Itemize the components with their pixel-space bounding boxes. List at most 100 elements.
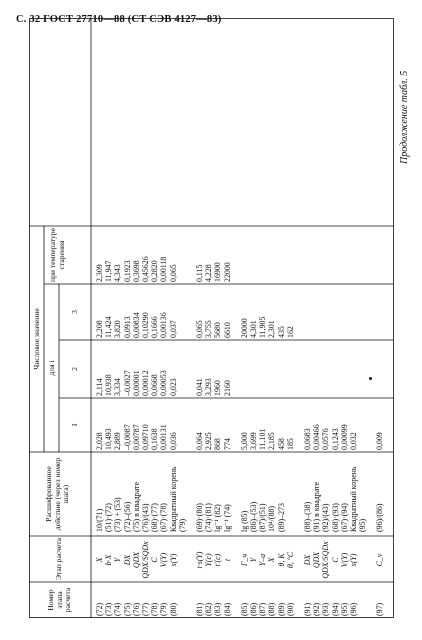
cell-v3: 2,301 [267,320,277,338]
cell-n: (82) [204,602,214,616]
cell-stage: Y–a [258,553,268,567]
cell-action: (89)–273 [276,503,286,532]
cell-stage: X [95,557,104,563]
cell-stage: Y(c) [204,553,214,567]
cell-action: (68)·(93) [330,503,340,532]
cell-action: 10/(71) [95,508,104,532]
cell-v3: 0,00834 [131,312,141,338]
cell-v2: 3,293 [204,378,214,396]
cell-action: (67)·(94) [339,503,349,532]
cell-v1: 2,889 [113,432,123,450]
cell-n: (88) [267,602,277,616]
cell-stage: t [222,558,232,562]
header-i3: 3 [70,310,79,314]
cell-v1: 0,00131 [159,424,169,450]
cell-n: (74) [113,602,123,616]
cell-n: (84) [222,602,232,616]
cell-v1: 5,000 [239,432,249,450]
cell-n: (90) [285,602,295,616]
cell-v3: 2,208 [95,320,104,338]
cell-action: (92)/(43) [321,503,331,532]
cell-stage: C [150,557,160,563]
cell-action: Квадратный корень (79) [168,466,187,532]
cell-action: (67)·(78) [159,503,169,532]
cell-v2: 0,0668 [150,374,160,396]
cell-action: (87)/(51) [258,503,268,532]
header-at-temp: при температуре старения [48,228,66,282]
cell-n: (78) [150,602,160,616]
cell-v2: 0,041 [195,378,204,396]
cell-action: (76)/(43) [141,503,150,532]
cell-v1: 0,1243 [330,428,340,450]
cell-action: (88)–(38) [303,501,312,532]
cell-v3: 0,00136 [159,312,169,338]
cell-stage: Y [249,557,258,563]
cell-v1: 185 [285,438,295,450]
cell-stage: θ, K [276,553,286,567]
cell-v2: –0,0027 [122,370,132,396]
header-action: Расшифрованное действие (через номер шаг… [44,457,70,531]
cell-stage: s(Y) [168,553,178,567]
cell-action: 10⁴/(88) [267,506,277,532]
cell-v1: 0,00466 [312,424,322,450]
cell-stage: QDX [131,551,141,569]
cell-t: 0,3698 [131,260,141,282]
header-for-i: для i [47,360,56,376]
cell-v2: 0,023 [168,378,178,396]
cell-n: (91) [303,602,312,616]
cell-v2: 2160 [222,380,232,396]
cell-v3: 11,424 [104,316,114,338]
cell-stage: C_v [375,553,385,567]
cell-v1: 0,00099 [339,424,349,450]
cell-v2: 1960 [213,380,223,396]
header-stage: Этап расчета [54,537,63,580]
cell-v1: 868 [213,438,223,450]
cell-action: lg (85) [239,510,249,532]
cell-n: (79) [159,602,169,616]
cell-stage: QDX/SQDx [321,541,331,579]
cell-t: 0,1923 [122,260,132,282]
cell-v1: 11,101 [258,428,268,450]
cell-action: Квадратный корень (95) [349,466,367,532]
cell-n: (75) [122,602,132,616]
cell-stage: X [267,557,277,563]
header-row-no: Номер этапа расчета [46,587,72,613]
cell-stage: C [330,557,340,563]
cell-n: (97) [375,602,385,616]
cell-action: (69)·(80) [195,503,204,532]
cell-v1: 0,09710 [141,424,150,450]
cell-v1: 0,1638 [150,428,160,450]
cell-t: 2,309 [95,264,104,282]
cell-n: (94) [330,602,340,616]
data-table: Номер этапа расчета Этап расчета Расшифр… [29,18,394,618]
cell-v1: 2,925 [204,432,214,450]
cell-stage: DX [122,554,132,566]
cell-v2: 0,00053 [159,370,169,396]
cell-v1: 0,036 [168,432,178,450]
cell-stage: V(Y) [159,552,169,568]
cell-stage: b·X [104,554,114,566]
cell-n: (89) [276,602,286,616]
cell-stage: θ, °C [285,551,295,569]
cell-n: (87) [258,602,268,616]
cell-v1: 10,493 [104,428,114,450]
cell-t: 16900 [213,262,223,282]
cell-n: (96) [349,602,358,616]
cell-stage: Y [113,557,123,563]
cell-v3: 0,065 [195,320,204,338]
header-i2: 2 [70,367,79,371]
cell-t: 0,065 [168,264,178,282]
cell-v1: 0,009 [375,432,385,450]
cell-action: (74)·(81) [204,503,214,532]
cell-t: 0,45626 [141,256,150,282]
page-header: С. 32 ГОСТ 27710—88 (СТ СЭВ 4127—83) [16,14,222,25]
cell-v3: 3,755 [204,320,214,338]
cell-stage: QDX [312,551,322,569]
cell-n: (83) [213,602,223,616]
cell-stage: s(Y) [349,553,358,567]
cell-stage: QDX/SQDx [141,541,150,579]
cell-action: (75) в квадрате [131,482,141,532]
cell-v1: 2,185 [267,432,277,450]
cell-v3: 0,1666 [150,316,160,338]
cell-t: 0,00118 [159,256,169,282]
